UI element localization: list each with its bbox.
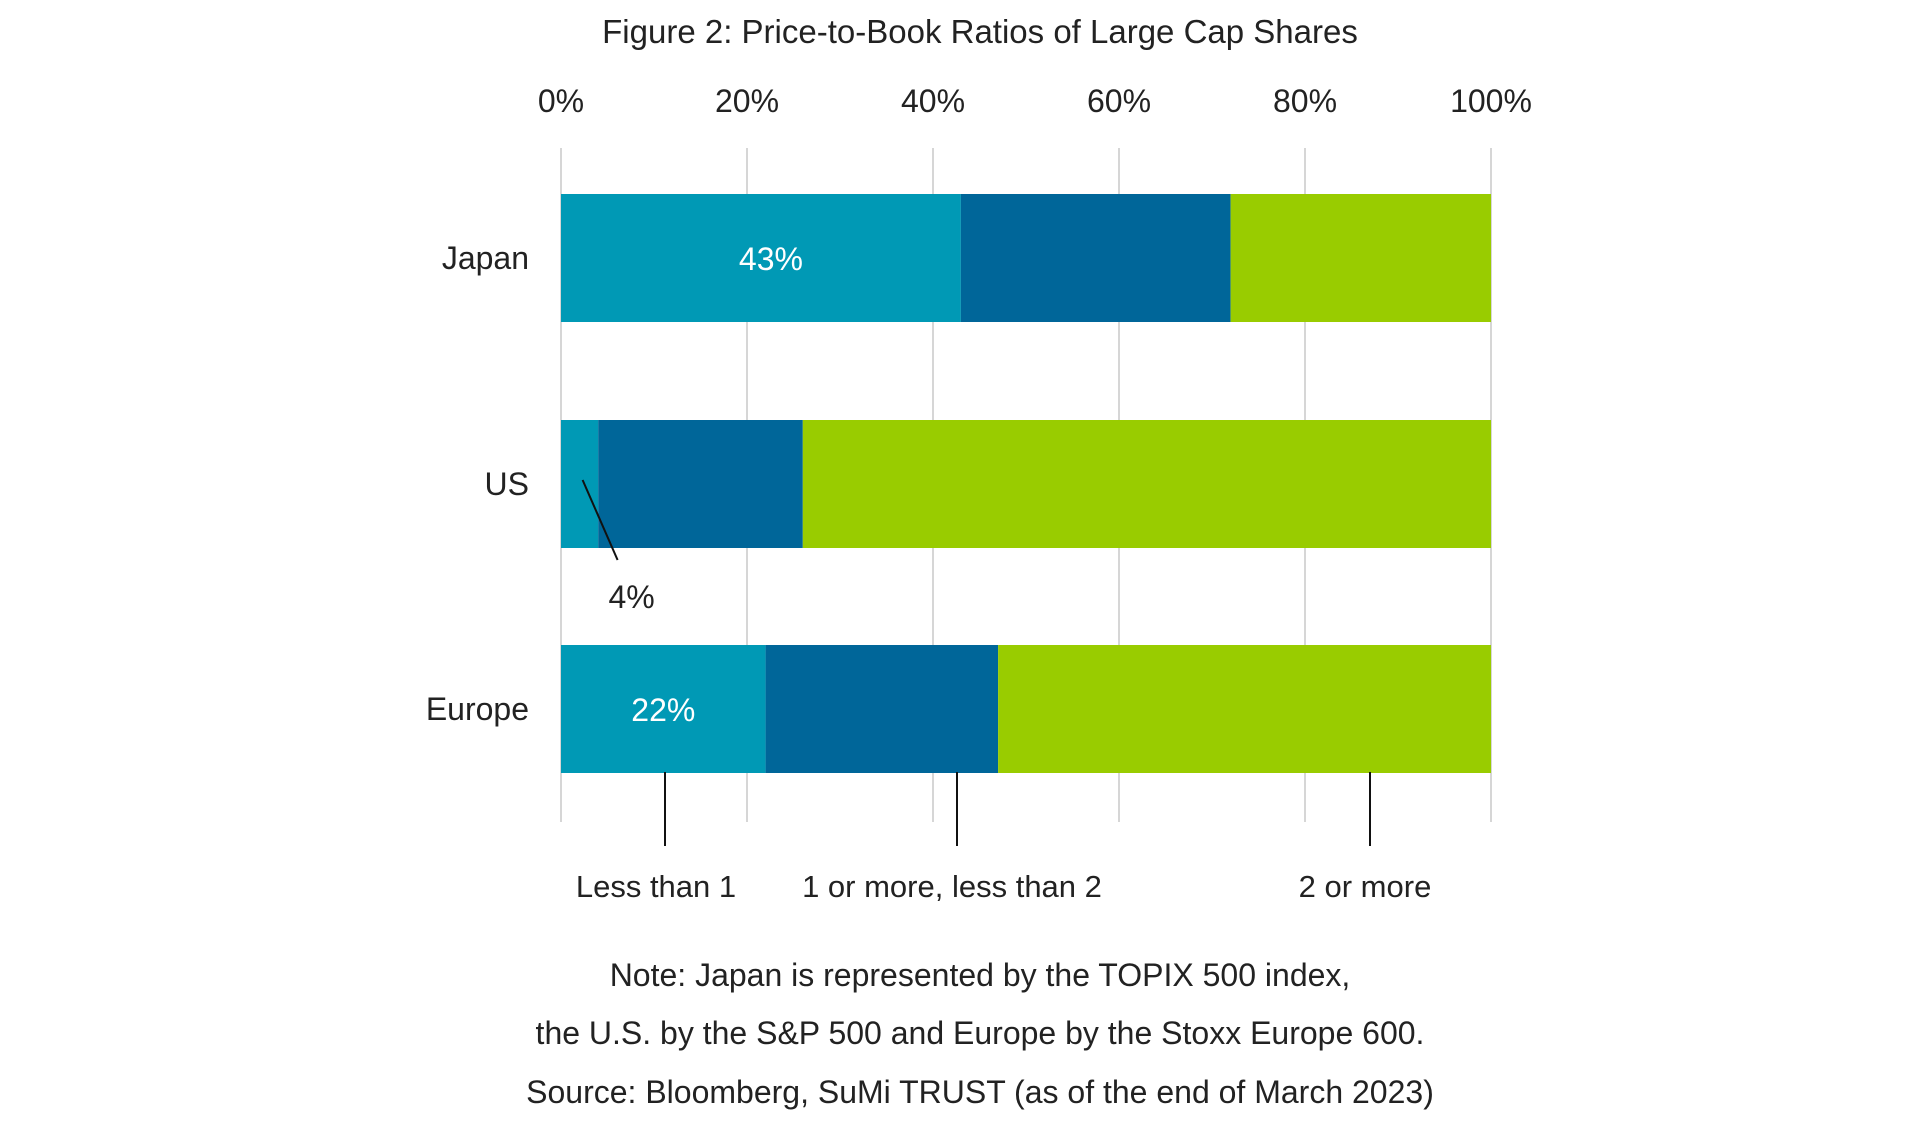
- bar-segment: [802, 420, 1491, 548]
- x-tick-label: 20%: [715, 83, 779, 119]
- bar-segment: [998, 645, 1491, 773]
- category-label: Europe: [426, 691, 529, 727]
- chart-title: Figure 2: Price-to-Book Ratios of Large …: [602, 13, 1358, 50]
- bar-segment: [561, 645, 766, 773]
- bar-segment: [1230, 194, 1491, 322]
- legend-label: 2 or more: [1299, 869, 1432, 904]
- bar-segment: [960, 194, 1231, 322]
- legend-label: Less than 1: [576, 869, 736, 904]
- bar-segment: [561, 194, 961, 322]
- note-text: the U.S. by the S&P 500 and Europe by th…: [536, 1015, 1425, 1051]
- legend-label: 1 or more, less than 2: [802, 869, 1102, 904]
- data-label: 22%: [631, 692, 695, 728]
- x-tick-label: 80%: [1273, 83, 1337, 119]
- data-label: 43%: [739, 241, 803, 277]
- category-label: US: [485, 466, 529, 502]
- x-tick-label: 100%: [1450, 83, 1532, 119]
- bar-segment: [765, 645, 999, 773]
- data-label-leader: [581, 479, 619, 561]
- x-tick-label: 0%: [538, 83, 584, 119]
- note-text: Note: Japan is represented by the TOPIX …: [610, 957, 1351, 993]
- bar-segment: [561, 420, 599, 548]
- note-text: Source: Bloomberg, SuMi TRUST (as of the…: [526, 1074, 1434, 1110]
- x-tick-label: 40%: [901, 83, 965, 119]
- category-label: Japan: [442, 240, 529, 276]
- data-label: 4%: [608, 579, 654, 615]
- bar-segment: [598, 420, 803, 548]
- x-tick-label: 60%: [1087, 83, 1151, 119]
